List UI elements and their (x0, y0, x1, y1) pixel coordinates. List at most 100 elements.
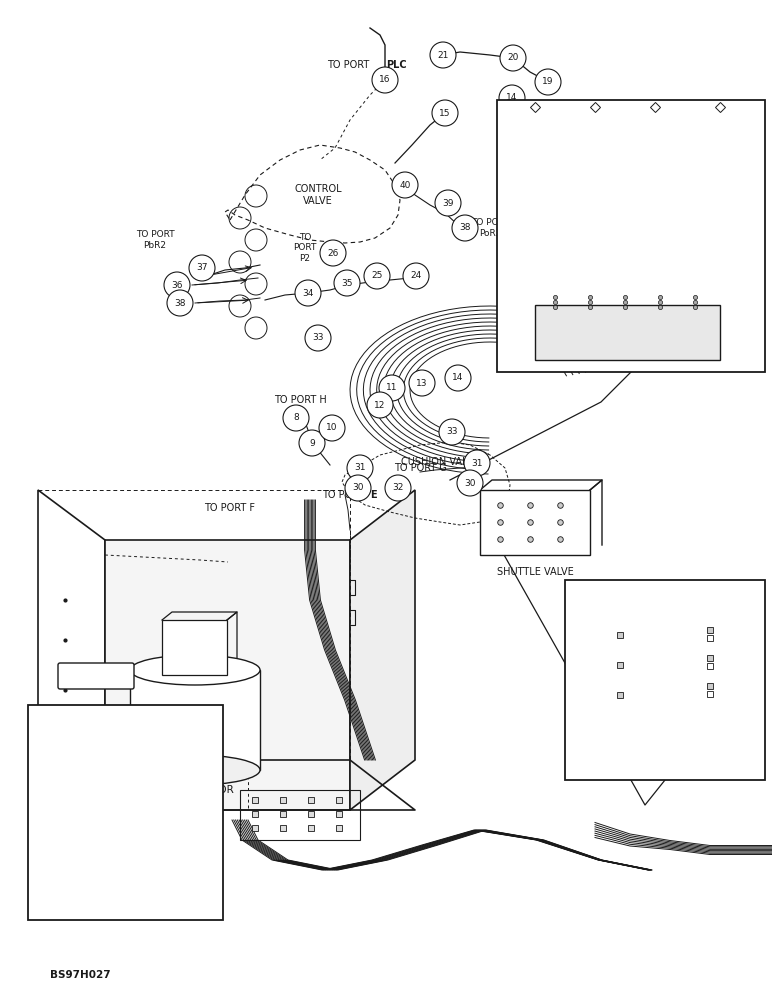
Text: 33: 33 (312, 334, 323, 342)
Circle shape (432, 100, 458, 126)
Text: 32: 32 (589, 140, 601, 149)
Circle shape (435, 190, 461, 216)
Circle shape (582, 197, 608, 223)
Text: 38: 38 (174, 298, 186, 308)
Text: TO
PORT
B3: TO PORT B3 (709, 235, 731, 265)
Text: 31: 31 (354, 464, 366, 473)
Circle shape (167, 290, 193, 316)
Circle shape (283, 405, 309, 431)
Text: 1: 1 (170, 776, 176, 784)
Bar (240, 790, 360, 840)
Bar (28, 705, 223, 920)
Text: 14: 14 (452, 373, 464, 382)
Text: TO PORT: TO PORT (323, 490, 367, 500)
Text: TO PORT G: TO PORT G (394, 463, 446, 473)
Circle shape (164, 272, 190, 298)
Text: 3: 3 (179, 800, 185, 810)
Circle shape (295, 280, 321, 306)
Text: 39: 39 (442, 198, 454, 208)
Bar (162, 620, 227, 675)
Text: 31: 31 (471, 458, 482, 468)
Circle shape (522, 132, 548, 158)
Circle shape (584, 682, 610, 708)
Text: 18: 18 (530, 206, 540, 215)
Text: 5: 5 (732, 626, 738, 635)
Text: TO
PORT
C3: TO PORT C3 (524, 235, 546, 265)
Circle shape (457, 470, 483, 496)
Circle shape (67, 755, 93, 781)
Text: 30: 30 (591, 660, 603, 670)
Circle shape (334, 270, 360, 296)
Text: SWING MOTOR: SWING MOTOR (156, 785, 234, 795)
Text: 29: 29 (75, 814, 85, 822)
Circle shape (582, 132, 608, 158)
Ellipse shape (130, 755, 260, 785)
Text: 8: 8 (293, 414, 299, 422)
Text: 11: 11 (386, 383, 398, 392)
Circle shape (707, 165, 733, 191)
Circle shape (392, 172, 418, 198)
Text: SHUTTLE VALVE: SHUTTLE VALVE (496, 567, 574, 577)
Text: E: E (370, 490, 377, 500)
Text: TO PORT F: TO PORT F (205, 503, 256, 513)
Text: 28: 28 (75, 764, 86, 772)
Circle shape (722, 645, 748, 671)
Text: 24: 24 (649, 140, 661, 149)
Text: 32: 32 (392, 484, 404, 492)
Circle shape (452, 215, 478, 241)
Circle shape (385, 475, 411, 501)
Circle shape (403, 263, 429, 289)
Circle shape (430, 42, 456, 68)
Text: BS97H027: BS97H027 (50, 970, 110, 980)
Text: 40: 40 (399, 180, 411, 190)
Circle shape (67, 780, 93, 806)
Text: TO
PORT
P2: TO PORT P2 (293, 233, 317, 263)
Bar (480, 490, 590, 555)
Circle shape (722, 673, 748, 699)
Text: 30: 30 (464, 479, 476, 488)
Polygon shape (105, 540, 350, 810)
Circle shape (445, 365, 471, 391)
Text: TO PORT H: TO PORT H (273, 395, 327, 405)
Ellipse shape (130, 655, 260, 685)
Text: 37: 37 (196, 263, 208, 272)
Circle shape (642, 197, 668, 223)
Text: CUSHION VALVE: CUSHION VALVE (401, 457, 479, 467)
Text: TO
PORT
C2: TO PORT C2 (644, 235, 666, 265)
Bar (565, 580, 765, 780)
Text: 10: 10 (327, 424, 338, 432)
Circle shape (642, 165, 668, 191)
Text: 6: 6 (717, 174, 723, 182)
Circle shape (522, 165, 548, 191)
Text: 19: 19 (542, 78, 554, 87)
FancyBboxPatch shape (58, 663, 134, 689)
Circle shape (305, 325, 331, 351)
Bar (535, 305, 720, 360)
Bar (130, 670, 260, 770)
Bar (57, 655, 69, 669)
Text: 7: 7 (717, 206, 723, 215)
Text: 26: 26 (327, 248, 339, 257)
Circle shape (299, 430, 325, 456)
Text: 38: 38 (459, 224, 471, 232)
Polygon shape (350, 490, 415, 810)
Circle shape (347, 455, 373, 481)
Text: 25: 25 (371, 271, 383, 280)
Circle shape (582, 165, 608, 191)
Circle shape (535, 69, 561, 95)
Text: 20: 20 (507, 53, 519, 62)
Text: 31: 31 (589, 206, 601, 215)
Circle shape (584, 622, 610, 648)
Text: 24: 24 (411, 271, 422, 280)
Circle shape (320, 240, 346, 266)
Text: 15: 15 (439, 108, 451, 117)
Circle shape (169, 792, 195, 818)
Text: 34: 34 (303, 288, 313, 298)
Text: 31: 31 (591, 631, 603, 640)
Text: 17: 17 (530, 174, 540, 182)
Text: 35: 35 (341, 278, 353, 288)
Text: 3: 3 (732, 682, 738, 690)
Circle shape (500, 45, 526, 71)
Text: TO
PORT
B4: TO PORT B4 (582, 235, 608, 265)
Text: 2: 2 (175, 750, 181, 760)
